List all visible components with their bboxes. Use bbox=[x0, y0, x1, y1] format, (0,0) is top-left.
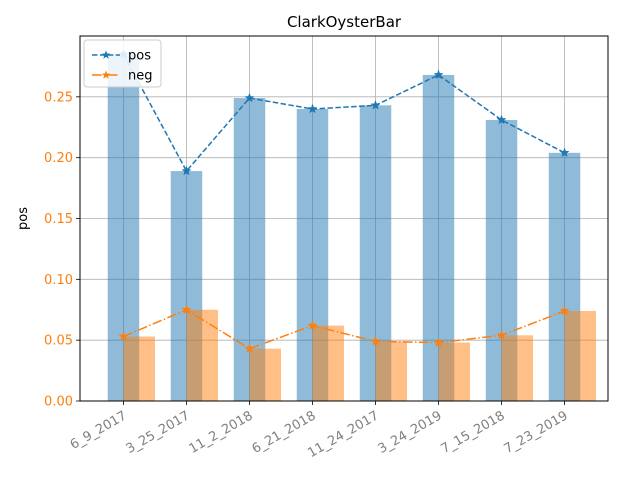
pos-point bbox=[559, 147, 570, 158]
neg-point bbox=[118, 331, 129, 341]
x-axis: 6_9_20173_25_201711_2_20186_21_201811_24… bbox=[68, 401, 571, 461]
y-tick-label: 0.20 bbox=[44, 151, 73, 166]
x-tick-label: 3_24_2019 bbox=[376, 408, 445, 456]
legend-label-pos: pos bbox=[128, 49, 151, 64]
bar-neg bbox=[501, 335, 534, 401]
y-axis-label: pos bbox=[16, 207, 31, 230]
neg-point bbox=[370, 336, 381, 346]
neg-line bbox=[123, 308, 565, 350]
x-tick-label: 7_15_2018 bbox=[439, 408, 508, 456]
pos-point bbox=[307, 103, 318, 114]
neg-point bbox=[433, 337, 444, 347]
pos-line bbox=[122, 53, 565, 173]
bar-neg bbox=[438, 342, 471, 401]
x-tick-label: 11_24_2017 bbox=[305, 408, 381, 461]
pos-point bbox=[370, 100, 381, 110]
y-axis: 0.00 0.05 0.10 0.15 0.20 0.25 bbox=[44, 90, 80, 410]
bar-neg bbox=[123, 336, 155, 401]
x-tick-label: 11_2_2018 bbox=[187, 408, 256, 456]
chart-title: ClarkOysterBar bbox=[287, 13, 402, 31]
legend-box bbox=[83, 39, 162, 88]
bar-neg bbox=[564, 310, 597, 401]
legend-label-neg: neg bbox=[128, 69, 153, 84]
bar-neg bbox=[312, 325, 344, 401]
pos-point bbox=[181, 165, 192, 176]
legend-marker-pos bbox=[101, 50, 111, 59]
y-tick-label: 0.25 bbox=[44, 90, 73, 105]
y-tick-label: 0.15 bbox=[44, 212, 73, 227]
bar-neg bbox=[186, 309, 218, 401]
y-tick-label: 0.05 bbox=[44, 334, 73, 349]
pos-point bbox=[496, 114, 507, 125]
y-tick-label: 0.00 bbox=[44, 395, 73, 410]
neg-point bbox=[181, 304, 192, 315]
legend: pos neg bbox=[83, 39, 162, 88]
series-lines bbox=[118, 48, 570, 353]
x-tick-label: 7_23_2019 bbox=[502, 408, 571, 456]
neg-point bbox=[307, 320, 318, 330]
pos-point bbox=[433, 69, 444, 80]
neg-point bbox=[496, 329, 507, 340]
neg-point bbox=[559, 305, 570, 316]
x-tick-label: 3_25_2017 bbox=[124, 408, 193, 456]
neg-point bbox=[244, 343, 255, 353]
y-tick-label: 0.10 bbox=[44, 273, 73, 288]
pos-point bbox=[244, 92, 255, 103]
bar-neg bbox=[249, 348, 281, 401]
legend-marker-neg bbox=[101, 70, 111, 79]
bar-neg bbox=[375, 341, 408, 401]
x-tick-label: 6_9_2017 bbox=[68, 408, 130, 452]
